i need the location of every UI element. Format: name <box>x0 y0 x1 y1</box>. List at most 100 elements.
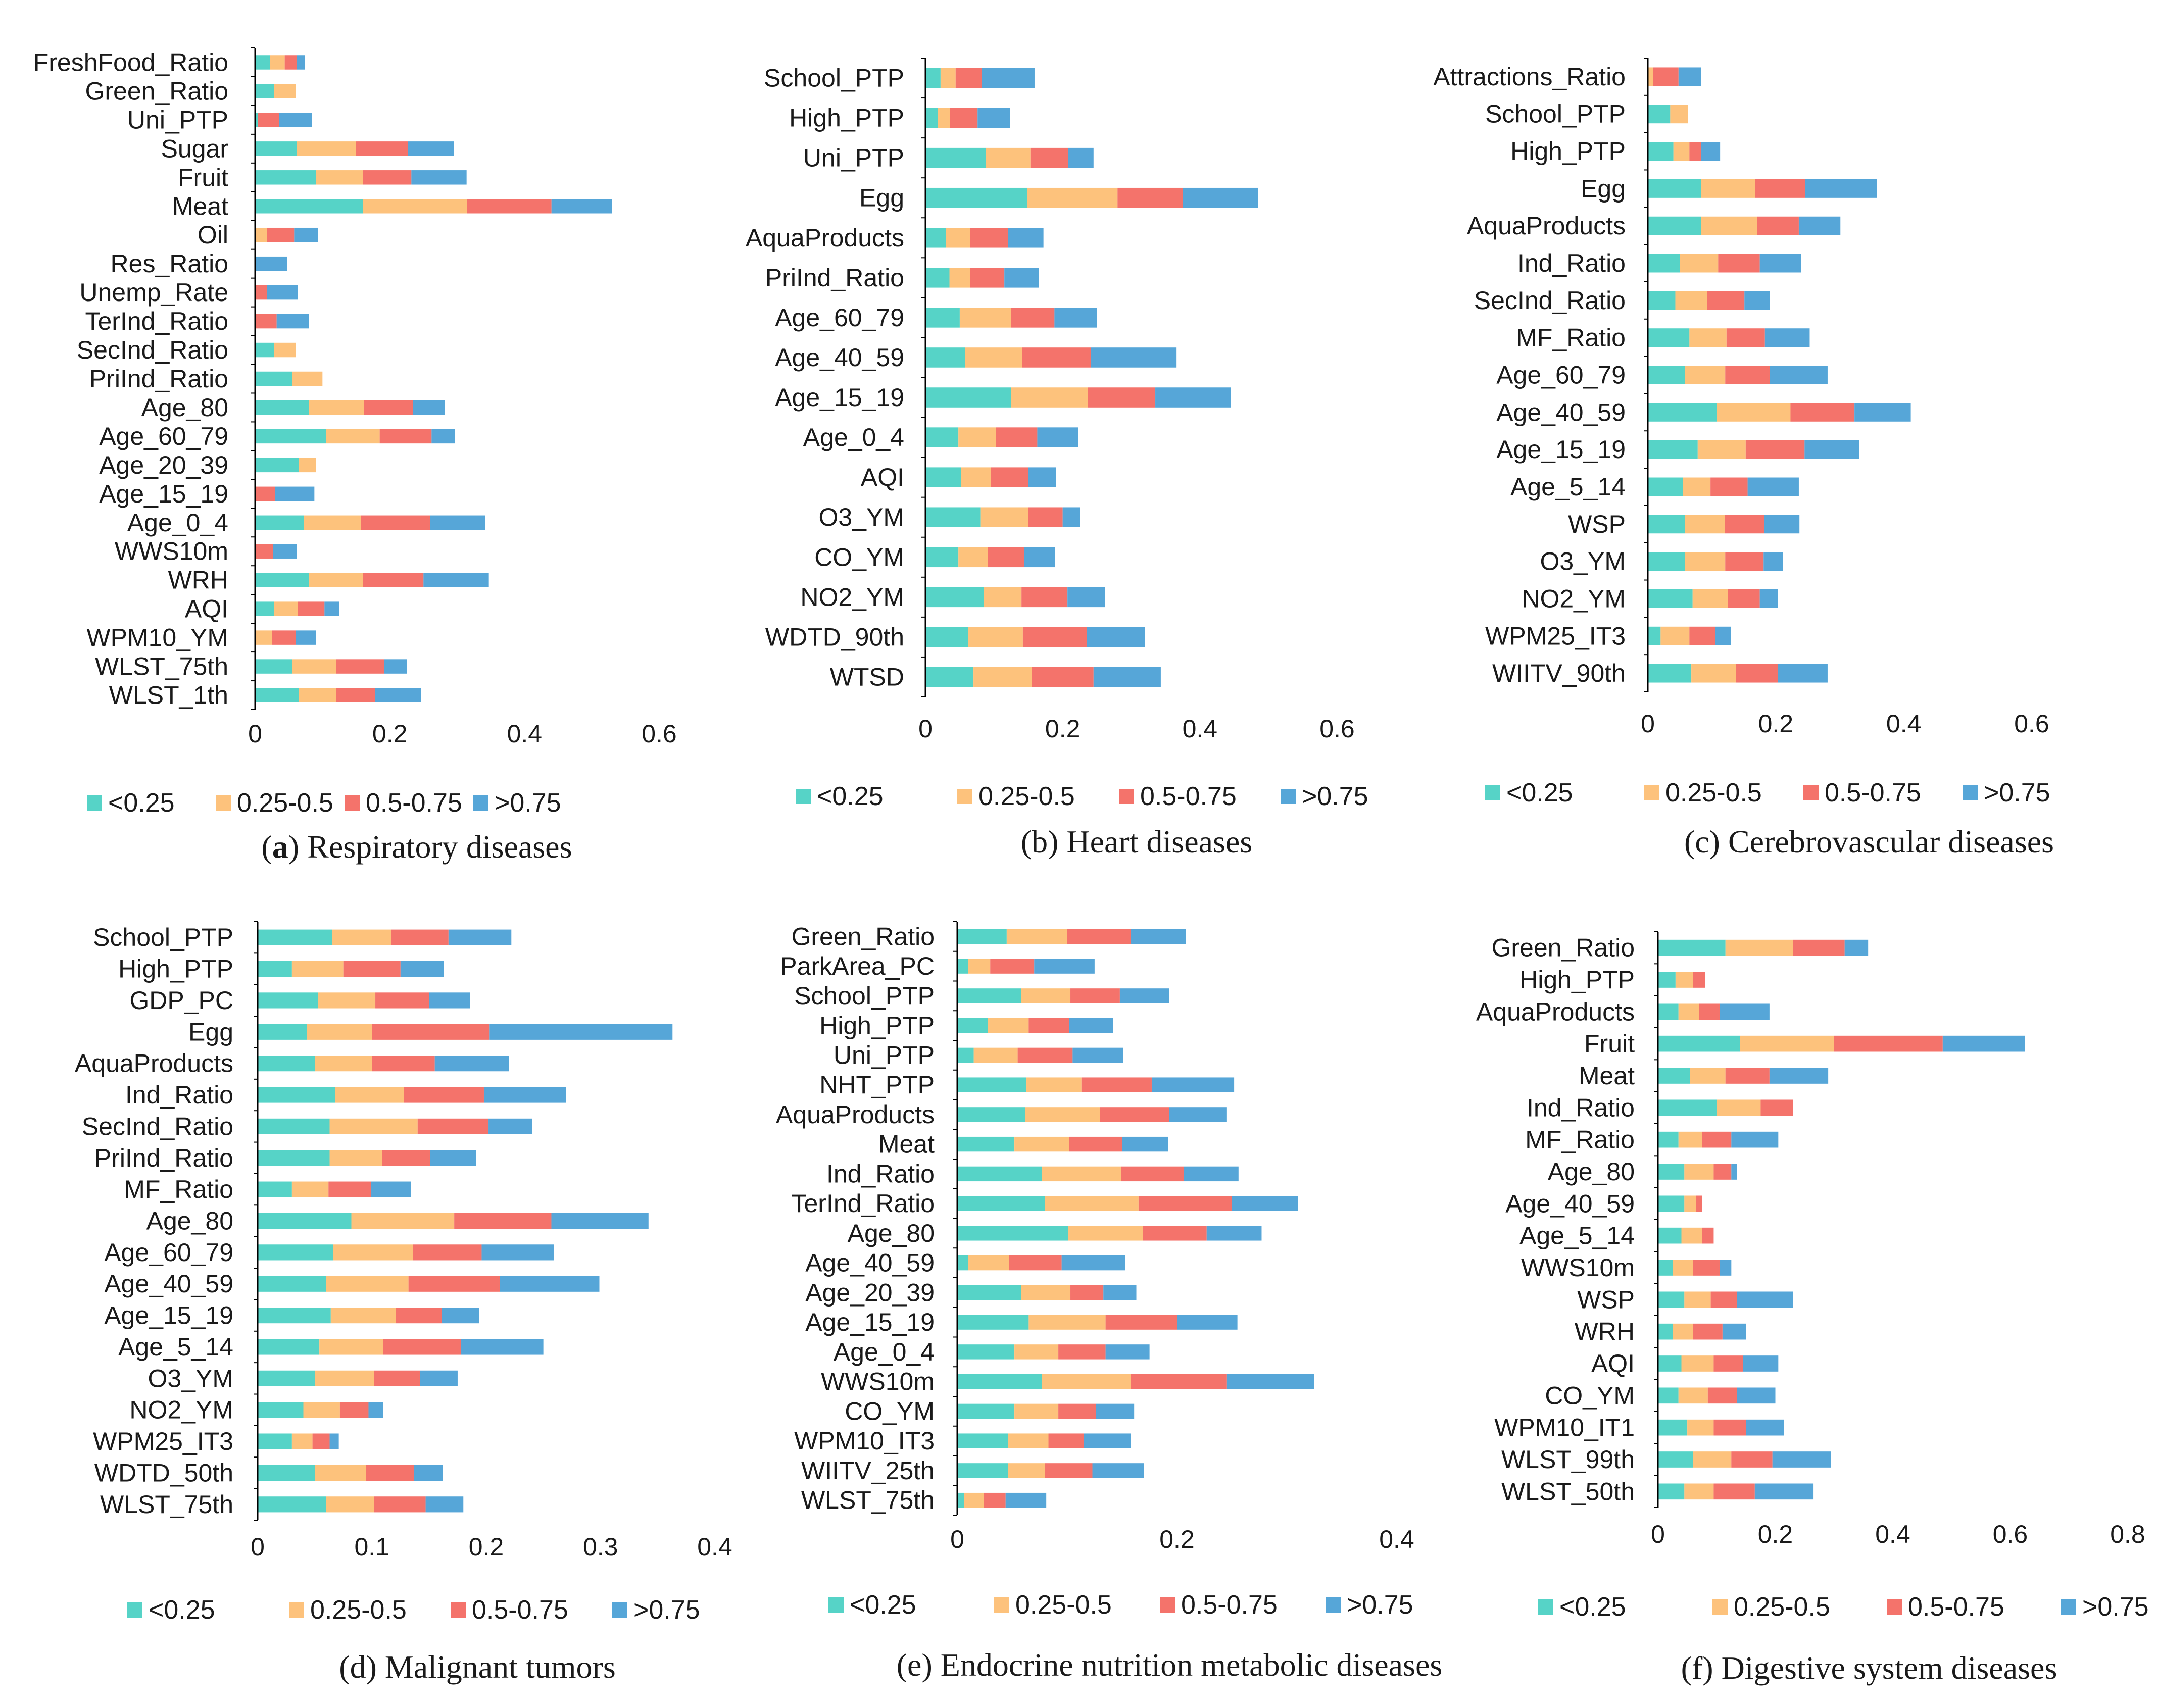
legend-swatch <box>127 1602 142 1618</box>
category-label: High_PTP <box>789 104 904 132</box>
bar-segment <box>1091 347 1177 368</box>
bar-segment <box>957 988 1021 1003</box>
bar-segment <box>414 1465 443 1481</box>
bar-segment <box>1096 1403 1135 1419</box>
bar-segment <box>417 1118 489 1134</box>
bar-segment <box>957 1433 1008 1448</box>
bar-segment <box>984 1492 1006 1508</box>
bar-segment <box>1689 626 1715 645</box>
bar-segment <box>255 429 326 444</box>
bar-segment <box>258 1244 333 1261</box>
bar-segment <box>1658 1323 1673 1340</box>
bar-segment <box>1648 216 1701 235</box>
bar-segment <box>925 268 950 288</box>
bar-segment <box>1707 291 1745 310</box>
bar-segment <box>255 84 274 98</box>
legend-swatch <box>796 789 811 804</box>
bar-segment <box>1713 1483 1755 1500</box>
bar-segment <box>1684 1195 1696 1212</box>
category-label: O3_YM <box>148 1364 233 1392</box>
panel-caption: (e) Endocrine nutrition metabolic diseas… <box>897 1647 1443 1683</box>
bar-segment <box>1692 589 1728 608</box>
category-label: FreshFood_Ratio <box>33 48 228 76</box>
bar-segment <box>356 141 408 156</box>
bar-segment <box>1770 366 1828 384</box>
bar-segment <box>1014 1136 1069 1152</box>
bar-segment <box>1058 1403 1096 1419</box>
bar-segment <box>1092 1463 1144 1478</box>
legend-label: 0.25-0.5 <box>978 782 1075 811</box>
bar-segment <box>1648 552 1685 571</box>
bar-segment <box>1693 972 1705 988</box>
bar-segment <box>258 1465 315 1481</box>
category-label: WPM25_IT3 <box>1485 622 1626 650</box>
bar-segment <box>957 1315 1029 1330</box>
bar-segment <box>1021 587 1068 608</box>
bar-segment <box>1658 1483 1685 1500</box>
bar-segment <box>1648 440 1698 459</box>
bar-segment <box>1720 1003 1770 1020</box>
bar-segment <box>1037 427 1078 447</box>
legend-swatch <box>1887 1599 1902 1615</box>
bar-segment <box>925 667 974 687</box>
bar-segment <box>990 959 1035 974</box>
category-label: WLST_75th <box>100 1490 233 1519</box>
category-label: Green_Ratio <box>792 922 935 950</box>
legend-label: >0.75 <box>633 1595 700 1625</box>
bar-segment <box>307 1024 372 1040</box>
bar-segment <box>363 573 424 587</box>
panel-c: Attractions_Ratio School_PTP High_PTP Egg Aq… <box>1433 58 2054 860</box>
bar-segment <box>1736 664 1778 683</box>
bar-segment <box>1184 1166 1239 1182</box>
bar-segment <box>329 1150 382 1166</box>
x-tick-label: 0 <box>1651 1520 1665 1548</box>
bar-segment <box>1673 1260 1693 1276</box>
bar-segment <box>968 1255 1009 1271</box>
bar-segment <box>408 141 454 156</box>
bar-segment <box>1648 254 1680 273</box>
bar-segment <box>1177 1315 1238 1330</box>
bar-segment <box>1093 667 1161 687</box>
bar-segment <box>408 1276 500 1292</box>
category-label: AQI <box>861 463 904 491</box>
legend-label: 0.25-0.5 <box>237 788 333 818</box>
category-label: O3_YM <box>818 503 904 531</box>
category-label: Age_40_59 <box>775 343 904 372</box>
bar-segment <box>1678 1003 1699 1020</box>
x-tick-label: 0.3 <box>583 1533 618 1561</box>
bar-segment <box>1042 1166 1121 1182</box>
panel-caption: (a) Respiratory diseases <box>262 829 572 865</box>
bar-segment <box>276 314 309 329</box>
bar-segment <box>1011 387 1088 408</box>
bar-segment <box>258 1433 292 1449</box>
bar-segment <box>925 228 946 248</box>
legend-label: 0.5-0.75 <box>1825 778 1921 808</box>
bar-segment <box>984 587 1022 608</box>
category-label: AquaProducts <box>1476 997 1635 1026</box>
category-label: NO2_YM <box>800 583 904 611</box>
panel-d: School_PTP High_PTP GDP_PC Egg AquaProducts I… <box>75 921 732 1685</box>
category-label: School_PTP <box>794 982 935 1010</box>
bar-segment <box>986 147 1031 168</box>
bar-segment <box>461 1339 544 1355</box>
bar-segment <box>1713 1355 1743 1372</box>
bar-segment <box>1685 366 1726 384</box>
category-label: Age_5_14 <box>1519 1222 1635 1250</box>
bar-segment <box>1745 440 1805 459</box>
x-tick-label: 0.4 <box>1875 1520 1910 1548</box>
category-label: WWS10m <box>115 537 228 566</box>
category-label: Ind_Ratio <box>1527 1093 1635 1122</box>
category-label: NO2_YM <box>1522 584 1626 613</box>
bar-segment <box>309 400 364 415</box>
bar-segment <box>1006 929 1067 944</box>
bar-segment <box>1678 67 1701 86</box>
bar-segment <box>326 1496 374 1513</box>
bar-segment <box>1731 1164 1737 1180</box>
panel-caption: (c) Cerebrovascular diseases <box>1684 824 2054 860</box>
bar-segment <box>258 961 292 977</box>
bar-segment <box>925 507 981 527</box>
bar-segment <box>431 429 455 444</box>
legend-swatch <box>473 795 488 811</box>
bar-segment <box>1045 1463 1093 1478</box>
bar-segment <box>957 1136 1015 1152</box>
